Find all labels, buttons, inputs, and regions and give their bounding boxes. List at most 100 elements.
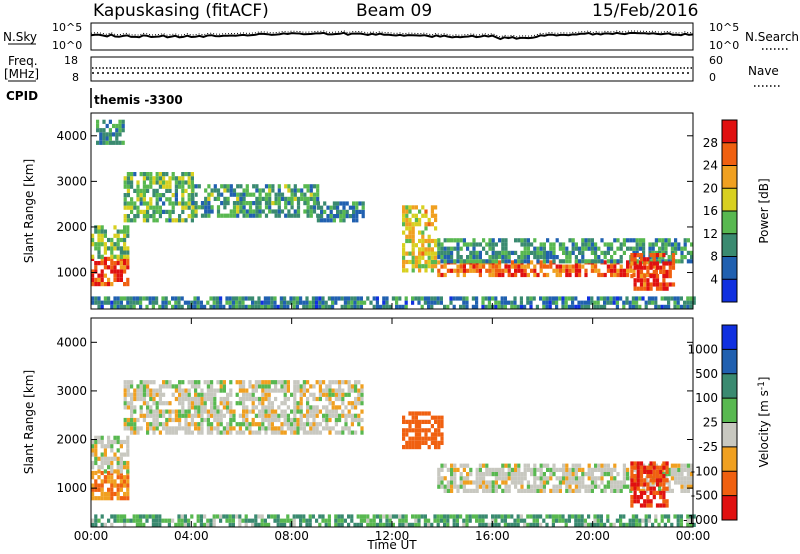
heatmap-cell	[242, 209, 246, 214]
heatmap-cell	[296, 430, 300, 435]
heatmap-cell	[103, 456, 107, 461]
heatmap-cell	[658, 238, 662, 243]
heatmap-cell	[242, 396, 246, 402]
heatmap-cell	[165, 197, 169, 202]
heatmap-cell	[100, 242, 104, 247]
heatmap-cell	[421, 243, 425, 248]
heatmap-cell	[232, 192, 237, 197]
heatmap-cell	[462, 268, 466, 273]
heatmap-cell	[126, 465, 130, 470]
heatmap-cell	[630, 499, 634, 504]
heatmap-cell	[337, 522, 341, 527]
heatmap-cell	[149, 426, 153, 431]
heatmap-cell	[440, 436, 444, 441]
heatmap-cell	[636, 278, 640, 283]
heatmap-cell	[510, 467, 514, 472]
y-tick-label: 4000	[56, 335, 87, 349]
heatmap-cell	[100, 487, 104, 492]
heatmap-cell	[680, 472, 684, 477]
heatmap-cell	[171, 392, 175, 397]
heatmap-cell	[336, 209, 340, 214]
heatmap-cell	[430, 304, 434, 309]
heatmap-cell	[123, 269, 127, 274]
heatmap-cell	[155, 409, 159, 414]
heatmap-cell	[549, 246, 553, 251]
heatmap-cell	[670, 522, 674, 527]
heatmap-cell	[274, 192, 278, 197]
heatmap-cell	[119, 246, 123, 251]
heatmap-cell	[196, 514, 200, 519]
heatmap-cell	[113, 265, 117, 270]
heatmap-cell	[459, 238, 463, 243]
heatmap-cell	[146, 426, 150, 431]
heatmap-cell	[437, 440, 441, 445]
heatmap-cell	[584, 238, 588, 243]
heatmap-cell	[581, 238, 585, 243]
heatmap-cell	[107, 237, 111, 243]
heatmap-cell	[91, 444, 95, 449]
heatmap-cell	[459, 259, 463, 264]
heatmap-cell	[639, 274, 644, 279]
heatmap-cell	[242, 380, 246, 385]
heatmap-cell	[97, 277, 101, 282]
heatmap-cell	[568, 472, 572, 477]
heatmap-cell	[421, 230, 425, 235]
heatmap-cell	[235, 514, 239, 519]
heatmap-cell	[450, 255, 454, 260]
heatmap-cell	[302, 430, 306, 435]
heatmap-cell	[673, 300, 677, 305]
heatmap-cell	[142, 201, 146, 206]
heatmap-cell	[603, 463, 607, 468]
heatmap-cell	[161, 300, 165, 305]
heatmap-cell	[324, 304, 328, 309]
heatmap-cell	[110, 479, 114, 484]
heatmap-cell	[309, 426, 313, 431]
heatmap-cell	[123, 180, 127, 185]
heatmap-cell	[190, 514, 194, 519]
heatmap-cell	[293, 430, 297, 435]
heatmap-cell	[599, 522, 603, 527]
heatmap-cell	[593, 518, 597, 523]
heatmap-cell	[450, 476, 454, 481]
heatmap-cell	[322, 380, 326, 385]
heatmap-cell	[231, 522, 235, 527]
heatmap-cell	[108, 140, 112, 145]
heatmap-cell	[616, 246, 620, 251]
heatmap-cell	[110, 522, 114, 527]
heatmap-cell	[309, 430, 313, 435]
heatmap-cell	[664, 488, 668, 493]
heatmap-cell	[268, 192, 272, 197]
heatmap-cell	[102, 119, 106, 124]
heatmap-cell	[504, 472, 508, 477]
heatmap-cell	[405, 226, 409, 231]
heatmap-cell	[354, 401, 358, 406]
heatmap-cell	[456, 467, 460, 472]
heatmap-cell	[251, 522, 255, 527]
heatmap-cell	[264, 405, 268, 410]
heatmap-cell	[655, 261, 660, 266]
heatmap-cell	[430, 247, 434, 252]
heatmap-cell	[405, 222, 409, 227]
heatmap-cell	[418, 264, 422, 269]
heatmap-cell	[599, 296, 603, 301]
heatmap-cell	[350, 518, 354, 523]
heatmap-cell	[388, 514, 392, 519]
heatmap-cell	[306, 213, 310, 218]
heatmap-cell	[232, 209, 237, 214]
heatmap-cell	[123, 496, 127, 501]
heatmap-cell	[239, 196, 243, 201]
heatmap-cell	[238, 522, 242, 527]
heatmap-cell	[494, 522, 498, 527]
heatmap-cell	[264, 417, 268, 423]
heatmap-cell	[123, 514, 127, 519]
heatmap-cell	[574, 255, 578, 260]
heatmap-cell	[309, 213, 313, 218]
heatmap-cell	[485, 467, 489, 472]
heatmap-cell	[283, 300, 287, 305]
heatmap-cell	[191, 209, 195, 214]
heatmap-cell	[418, 217, 422, 223]
heatmap-cell	[158, 180, 162, 185]
heatmap-cell	[639, 253, 644, 258]
heatmap-cell	[414, 243, 418, 248]
